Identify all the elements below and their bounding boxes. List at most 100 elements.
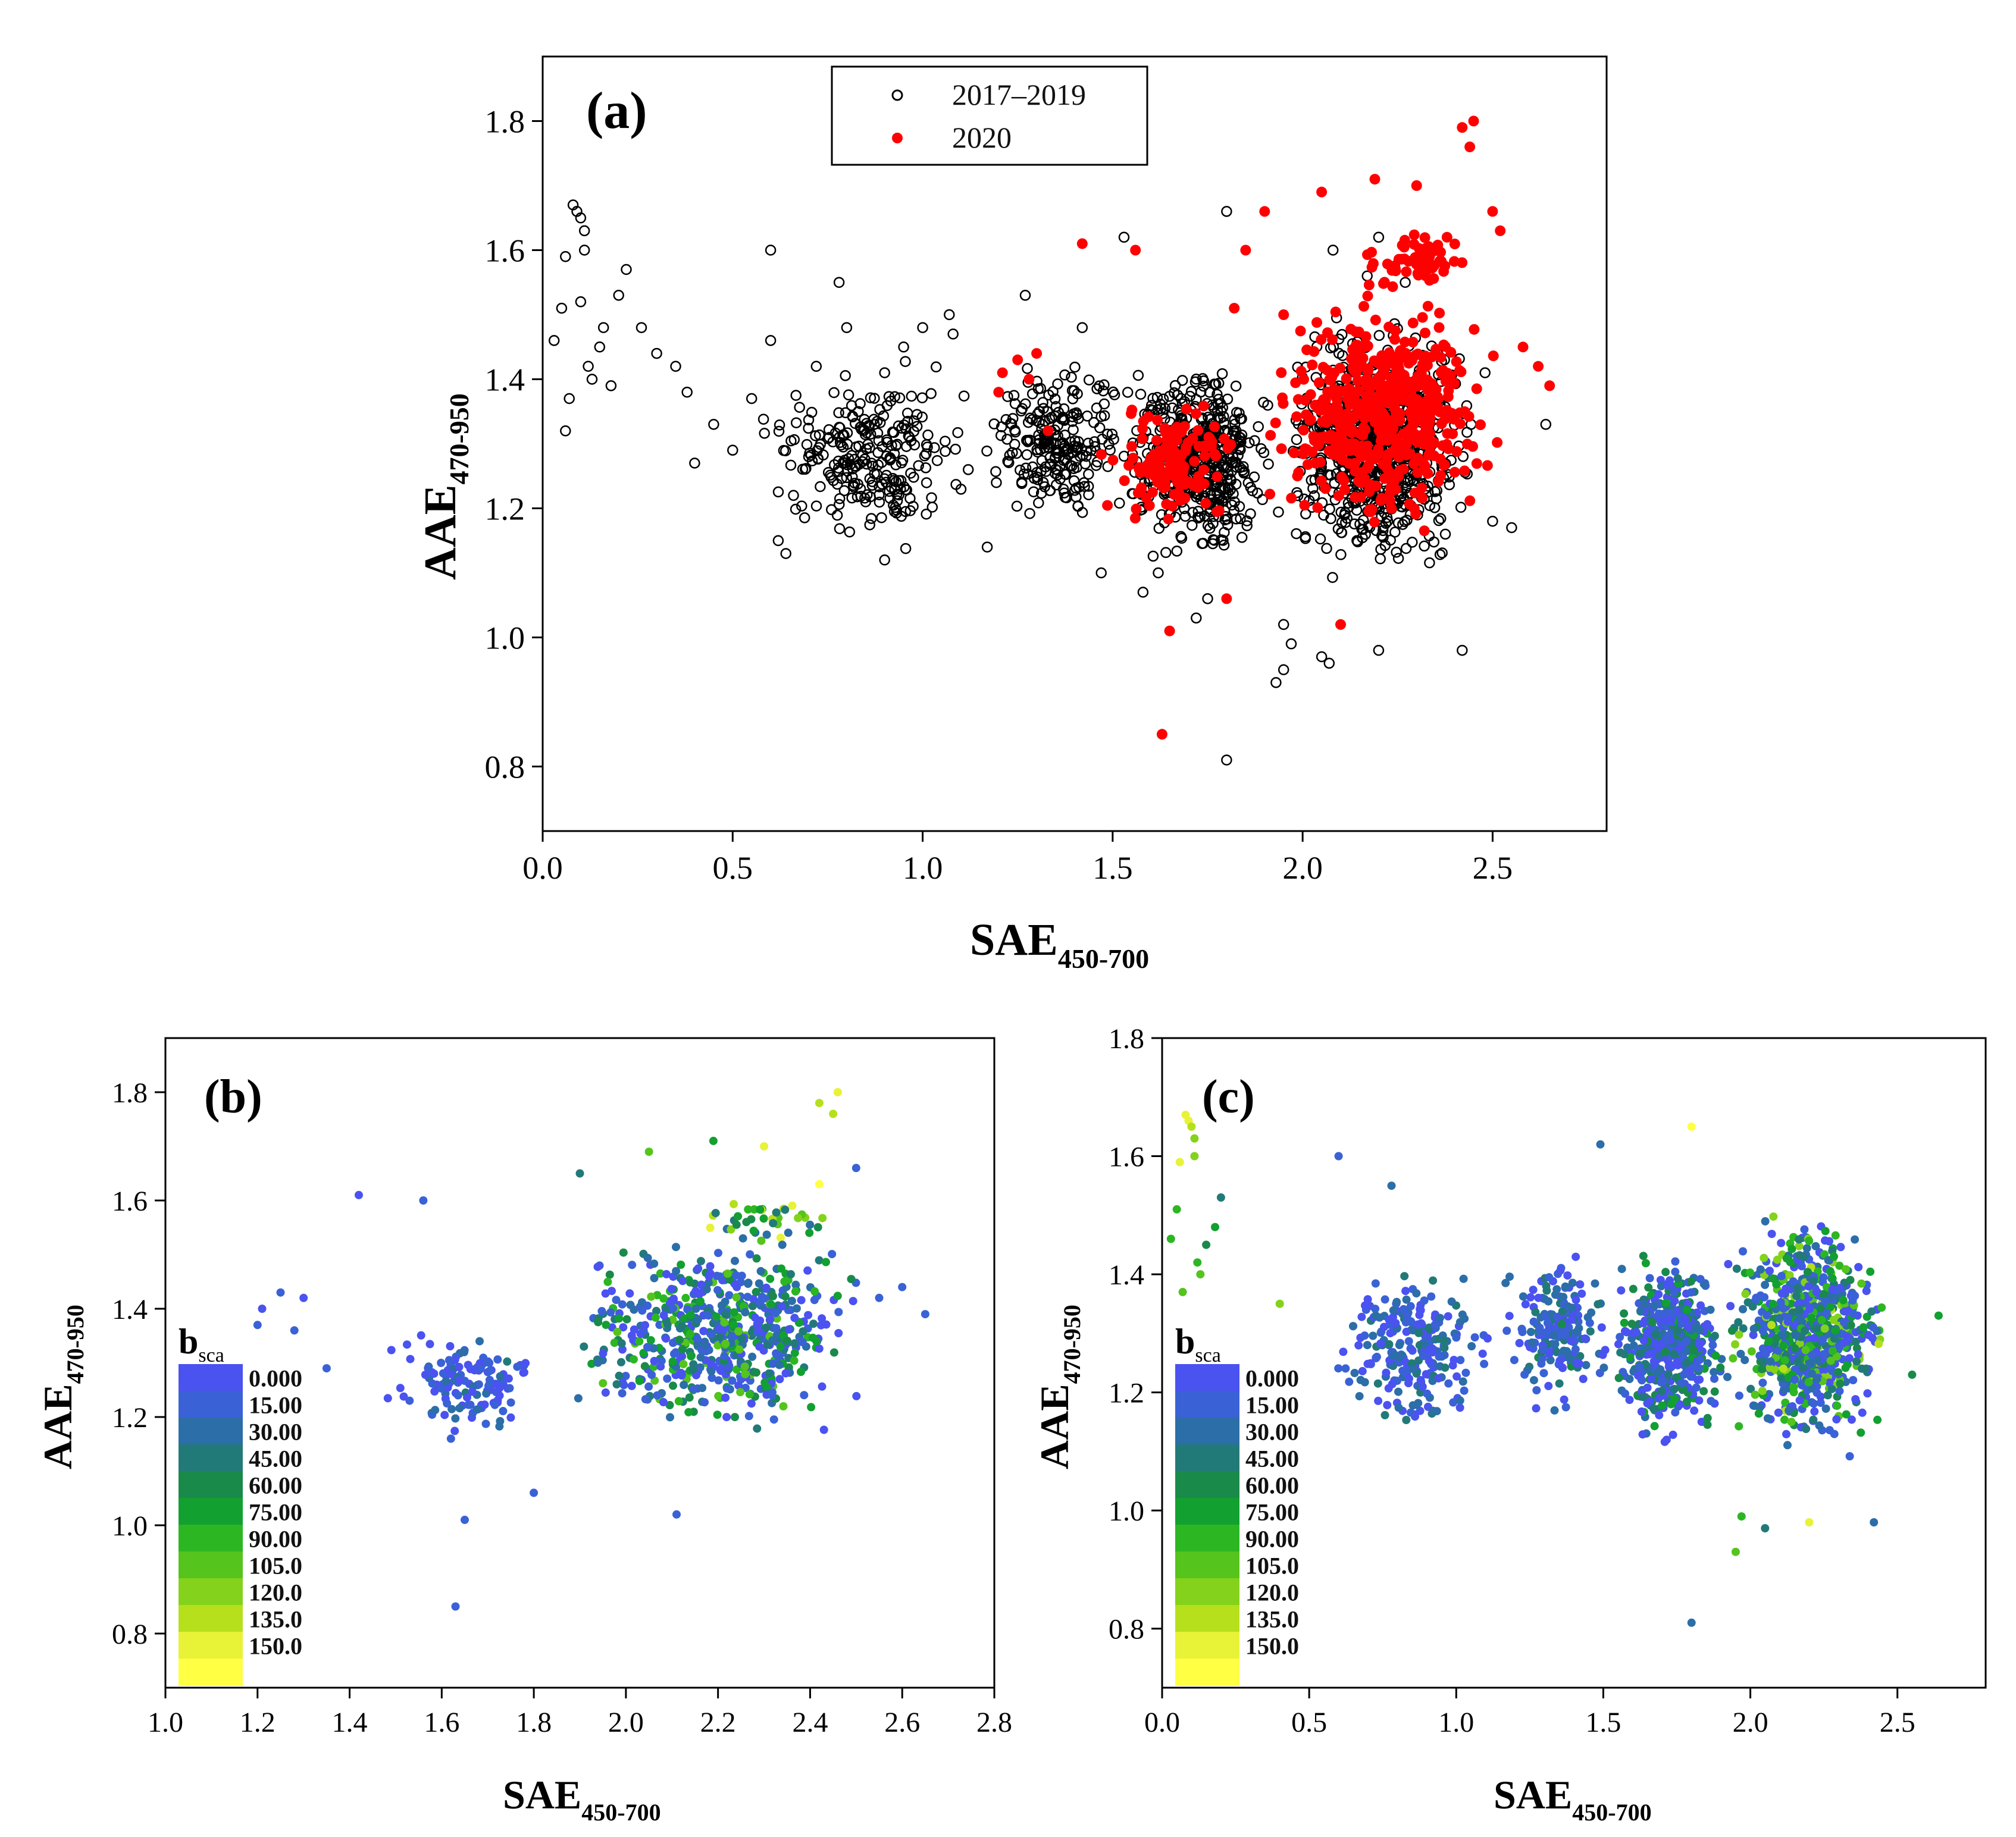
data-point-2017-2019 (1002, 391, 1013, 402)
data-point-2020 (1295, 366, 1307, 377)
data-point-2017-2019 (1216, 368, 1228, 380)
data-point (431, 1406, 440, 1415)
data-point-2017-2019 (879, 367, 890, 378)
data-point (1444, 1312, 1452, 1321)
data-point-2017-2019 (1003, 457, 1015, 468)
data-point-2020 (1119, 475, 1130, 486)
panel-b-points (253, 1088, 929, 1611)
data-point (1711, 1351, 1720, 1360)
data-point (1687, 1618, 1696, 1627)
panel-b-x-axis-title: SAE450-700 (503, 1772, 661, 1826)
data-point-2020 (1331, 399, 1342, 410)
data-point (603, 1277, 612, 1286)
data-point (499, 1407, 508, 1415)
data-point (1419, 1352, 1428, 1360)
legend-label-2020: 2020 (952, 121, 1012, 154)
data-point (1625, 1375, 1634, 1384)
data-point (709, 1136, 718, 1145)
data-point-2017-2019 (1108, 434, 1119, 445)
data-point (513, 1362, 522, 1371)
data-point-2017-2019 (1056, 413, 1068, 425)
data-point-2017-2019 (1007, 413, 1019, 424)
data-point (700, 1340, 709, 1349)
data-point-2017-2019 (881, 400, 893, 412)
data-point-2020 (1422, 300, 1433, 312)
data-point (1670, 1296, 1679, 1305)
data-point-2020 (1076, 238, 1088, 249)
colorbar-swatch (179, 1578, 243, 1606)
data-point (1372, 1352, 1381, 1361)
data-point-2017-2019 (1097, 434, 1108, 445)
data-point-2017-2019 (1153, 567, 1164, 579)
data-point (696, 1297, 705, 1306)
data-point (1668, 1308, 1677, 1317)
data-point (1450, 1356, 1458, 1365)
data-point (1587, 1308, 1596, 1317)
colorbar-swatch (179, 1418, 243, 1445)
data-point (1541, 1312, 1550, 1321)
data-point-2020 (1240, 244, 1251, 256)
data-point (1557, 1319, 1566, 1328)
data-point-2017-2019 (1070, 455, 1081, 467)
data-point (1775, 1314, 1783, 1323)
data-point (443, 1399, 452, 1407)
data-point (396, 1384, 405, 1393)
data-point (1345, 1377, 1354, 1386)
data-point-2017-2019 (1069, 361, 1081, 373)
data-point (1505, 1272, 1514, 1281)
x-tick-label: 2.8 (976, 1707, 1012, 1738)
data-point-2017-2019 (810, 500, 822, 512)
data-point (290, 1326, 299, 1335)
data-point (505, 1384, 514, 1393)
data-point-2017-2019 (1218, 540, 1230, 551)
data-point (705, 1272, 713, 1281)
data-point-2020 (1435, 352, 1447, 363)
data-point-2020 (1365, 506, 1376, 518)
data-point-2020 (1200, 498, 1212, 509)
data-point-2017-2019 (940, 446, 951, 457)
data-point (674, 1397, 683, 1406)
data-point (1537, 1359, 1546, 1368)
data-point (1657, 1387, 1666, 1396)
colorbar-swatch (179, 1498, 243, 1525)
data-point (765, 1369, 774, 1378)
data-point-2020 (1192, 425, 1204, 436)
x-tick-label: 1.5 (1585, 1707, 1621, 1738)
data-point-2017-2019 (1192, 512, 1204, 523)
data-point-2017-2019 (921, 477, 932, 488)
data-point (1401, 1358, 1410, 1366)
data-point-2020 (1471, 383, 1482, 394)
panel-b-colorbar: bsca0.00015.0030.0045.0060.0075.0090.001… (179, 1322, 302, 1686)
data-point (805, 1228, 814, 1237)
data-point (1420, 1296, 1429, 1305)
data-point (1190, 1134, 1199, 1143)
data-point (1638, 1430, 1647, 1439)
data-point (1187, 1122, 1196, 1131)
data-point (1830, 1430, 1839, 1438)
data-point (1341, 1364, 1350, 1373)
data-point (461, 1515, 469, 1524)
data-point (1358, 1366, 1367, 1375)
data-point-2020 (1435, 246, 1446, 258)
data-point (706, 1330, 715, 1339)
data-point (442, 1377, 450, 1385)
data-point (1354, 1341, 1363, 1350)
data-point (1407, 1317, 1416, 1326)
x-tick-label: 2.5 (1880, 1707, 1915, 1738)
data-point (1591, 1279, 1599, 1288)
data-point-2017-2019 (1104, 444, 1116, 456)
data-point (1616, 1348, 1625, 1357)
data-point-2017-2019 (594, 341, 606, 353)
data-point (1760, 1253, 1768, 1262)
data-point (1399, 1305, 1408, 1314)
data-point-2017-2019 (578, 244, 590, 256)
data-point (667, 1284, 676, 1293)
data-point-2017-2019 (879, 554, 890, 566)
data-point-2020 (1383, 321, 1395, 333)
data-point (258, 1305, 267, 1313)
data-point-2017-2019 (1540, 419, 1552, 430)
data-point (1667, 1400, 1676, 1409)
data-point-2020 (1374, 408, 1385, 419)
data-point (1571, 1345, 1580, 1354)
data-point-2017-2019 (1114, 497, 1125, 509)
